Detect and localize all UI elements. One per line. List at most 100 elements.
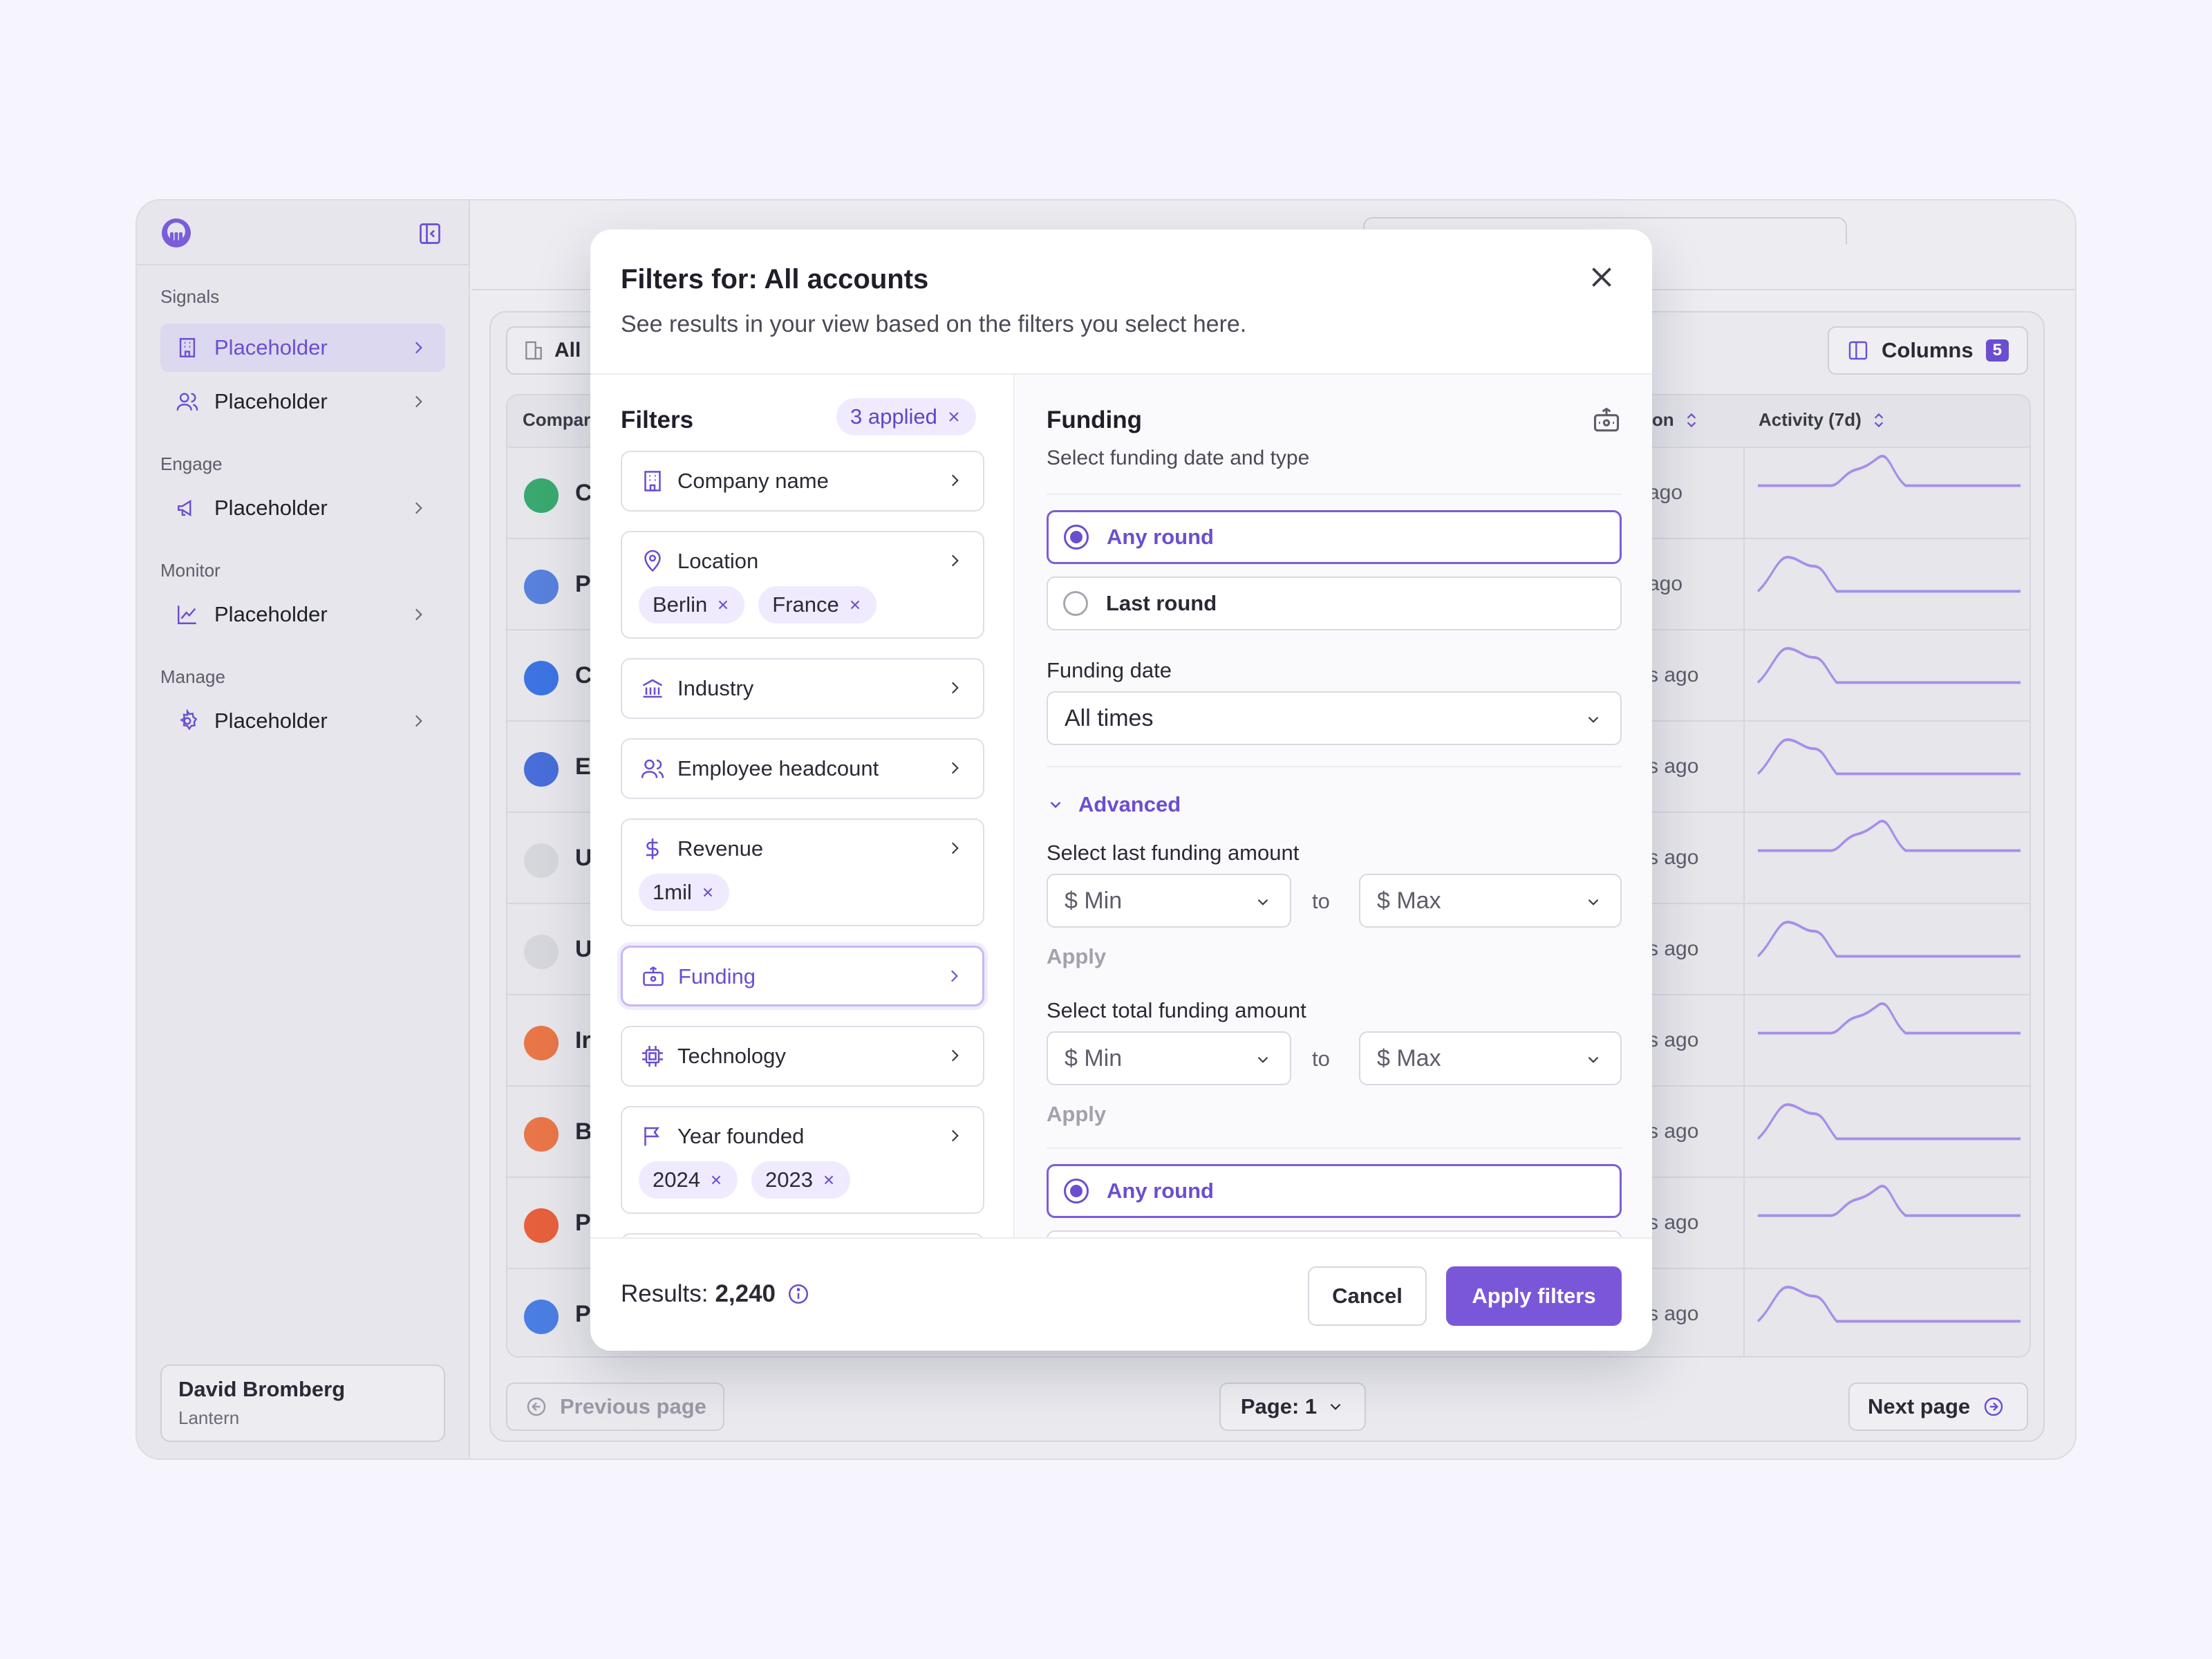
funding-panel: Funding Select funding date and type Any… [1016,375,1652,1237]
remove-tag-icon[interactable] [715,597,731,612]
activity-sparkline [1743,1269,2030,1356]
chevron-right-icon [415,395,422,408]
activity-sparkline [1743,630,2030,720]
radio-any-round-2[interactable]: Any round [1047,1164,1622,1218]
sidebar-section-manage: Manage [160,666,225,687]
chevron-right-icon [415,608,422,621]
remove-tag-icon[interactable] [700,885,715,900]
filter-tag-label: France [772,592,839,617]
sort-icon [1874,413,1883,427]
filter-tag[interactable]: 2024 [639,1161,738,1199]
sort-icon [1687,413,1696,427]
radio-label: Last round [1106,591,1217,615]
view-label: All [554,339,581,362]
activity-sparkline [1743,539,2030,629]
radio-last-round[interactable]: Last round [1047,577,1622,630]
last-activity: ago [1648,572,1683,595]
sparkline-path [1757,738,2021,776]
apply-last-amount-link[interactable]: Apply [1047,944,1107,968]
last-activity: s ago [1648,846,1699,869]
sparkline-path [1758,819,2021,852]
columns-button[interactable]: Columns 5 [1828,326,2028,375]
previous-page-button[interactable]: Previous page [506,1382,724,1431]
filter-industry[interactable]: Industry [621,658,984,719]
total-min-select[interactable]: $ Min [1047,1031,1291,1085]
sidebar-item-monitor[interactable]: Placeholder [160,590,445,639]
last-max-select[interactable]: $ Max [1359,874,1622,928]
sparkline-path [1757,921,2021,958]
column-header-activity[interactable]: Activity (7d) [1759,409,1888,431]
applied-filters-badge[interactable]: 3 applied [836,398,976,435]
max-placeholder: $ Max [1377,1044,1441,1071]
filter-tag[interactable]: 1mil [639,874,729,911]
filter-tag-label: Berlin [653,592,708,617]
min-placeholder: $ Min [1065,887,1123,914]
close-icon[interactable] [1584,260,1619,294]
advanced-toggle[interactable]: Advanced [1047,792,1181,817]
user-name: David Bromberg [178,1377,346,1401]
filter-technology[interactable]: Technology [621,1026,984,1087]
map-pin-icon [644,550,661,572]
chevron-right-icon [415,502,422,514]
columns-count-badge: 5 [1985,339,2009,362]
filter-year-founded[interactable]: Year founded 2024 2023 [621,1106,984,1214]
cancel-button[interactable]: Cancel [1308,1266,1427,1326]
user-account-card[interactable]: David Bromberg Lantern [160,1365,445,1442]
filter-tag[interactable]: 2023 [751,1161,850,1199]
range-to-label: to [1312,1047,1330,1071]
chevron-right-icon [950,970,958,982]
filter-tag[interactable]: France [758,586,877,624]
page-selector[interactable]: Page: 1 [1219,1382,1366,1431]
chip-icon [642,1046,663,1067]
activity-sparkline [1743,448,2030,538]
company-logo [524,843,559,878]
apply-total-amount-link[interactable]: Apply [1047,1102,1107,1126]
range-to-label: to [1312,889,1330,913]
filter-tag[interactable]: Berlin [639,586,745,624]
last-activity: ago [1648,481,1683,504]
radio-any-round[interactable]: Any round [1047,510,1622,564]
column-header-company[interactable]: Compar [523,409,591,430]
sidebar-item-signals-2[interactable]: Placeholder [160,377,445,426]
filter-funding[interactable]: Funding [621,946,984,1006]
remove-tag-icon[interactable] [821,1172,836,1188]
funding-icon [643,966,664,986]
users-icon [641,759,664,778]
total-max-select[interactable]: $ Max [1359,1031,1622,1085]
megaphone-icon [178,499,191,517]
clear-filters-icon[interactable] [946,409,962,425]
view-selector[interactable]: All [506,326,603,375]
sparkline-svg [1757,738,2021,776]
filter-label: Technology [677,1044,786,1068]
remove-tag-icon[interactable] [847,597,863,612]
user-org: Lantern [178,1407,240,1428]
collapse-sidebar-icon[interactable] [418,221,442,246]
funding-date-select[interactable]: All times [1047,691,1622,745]
next-page-button[interactable]: Next page [1848,1382,2028,1431]
last-activity: s ago [1648,1029,1699,1051]
company-logo [524,752,559,787]
apply-filters-button[interactable]: Apply filters [1446,1266,1622,1326]
remove-tag-icon[interactable] [709,1172,724,1188]
company-name: U [575,936,592,962]
filter-revenue[interactable]: Revenue 1mil [621,818,984,926]
radio-option-partial[interactable] [1047,1230,1622,1237]
filter-location[interactable]: Location Berlin France [621,531,984,639]
chevron-right-icon [951,762,959,774]
sidebar-item-engage[interactable]: Placeholder [160,484,445,532]
sidebar-item-signals-1[interactable]: Placeholder [160,324,445,372]
sidebar-item-manage[interactable]: Placeholder [160,697,445,745]
total-amount-label: Select total funding amount [1047,998,1306,1022]
filters-title: Filters [621,406,694,433]
filters-list: Filters 3 applied Company name Location Be… [590,375,1015,1237]
last-min-select[interactable]: $ Min [1047,874,1291,928]
sparkline-svg [1758,1184,2021,1217]
company-logo [524,1208,559,1243]
flag-icon [644,1127,660,1146]
filter-company-name[interactable]: Company name [621,451,984,512]
chevron-right-icon [951,554,959,567]
info-icon[interactable] [787,1282,810,1306]
filter-employee-headcount[interactable]: Employee headcount [621,738,984,799]
previous-page-label: Previous page [560,1394,706,1418]
